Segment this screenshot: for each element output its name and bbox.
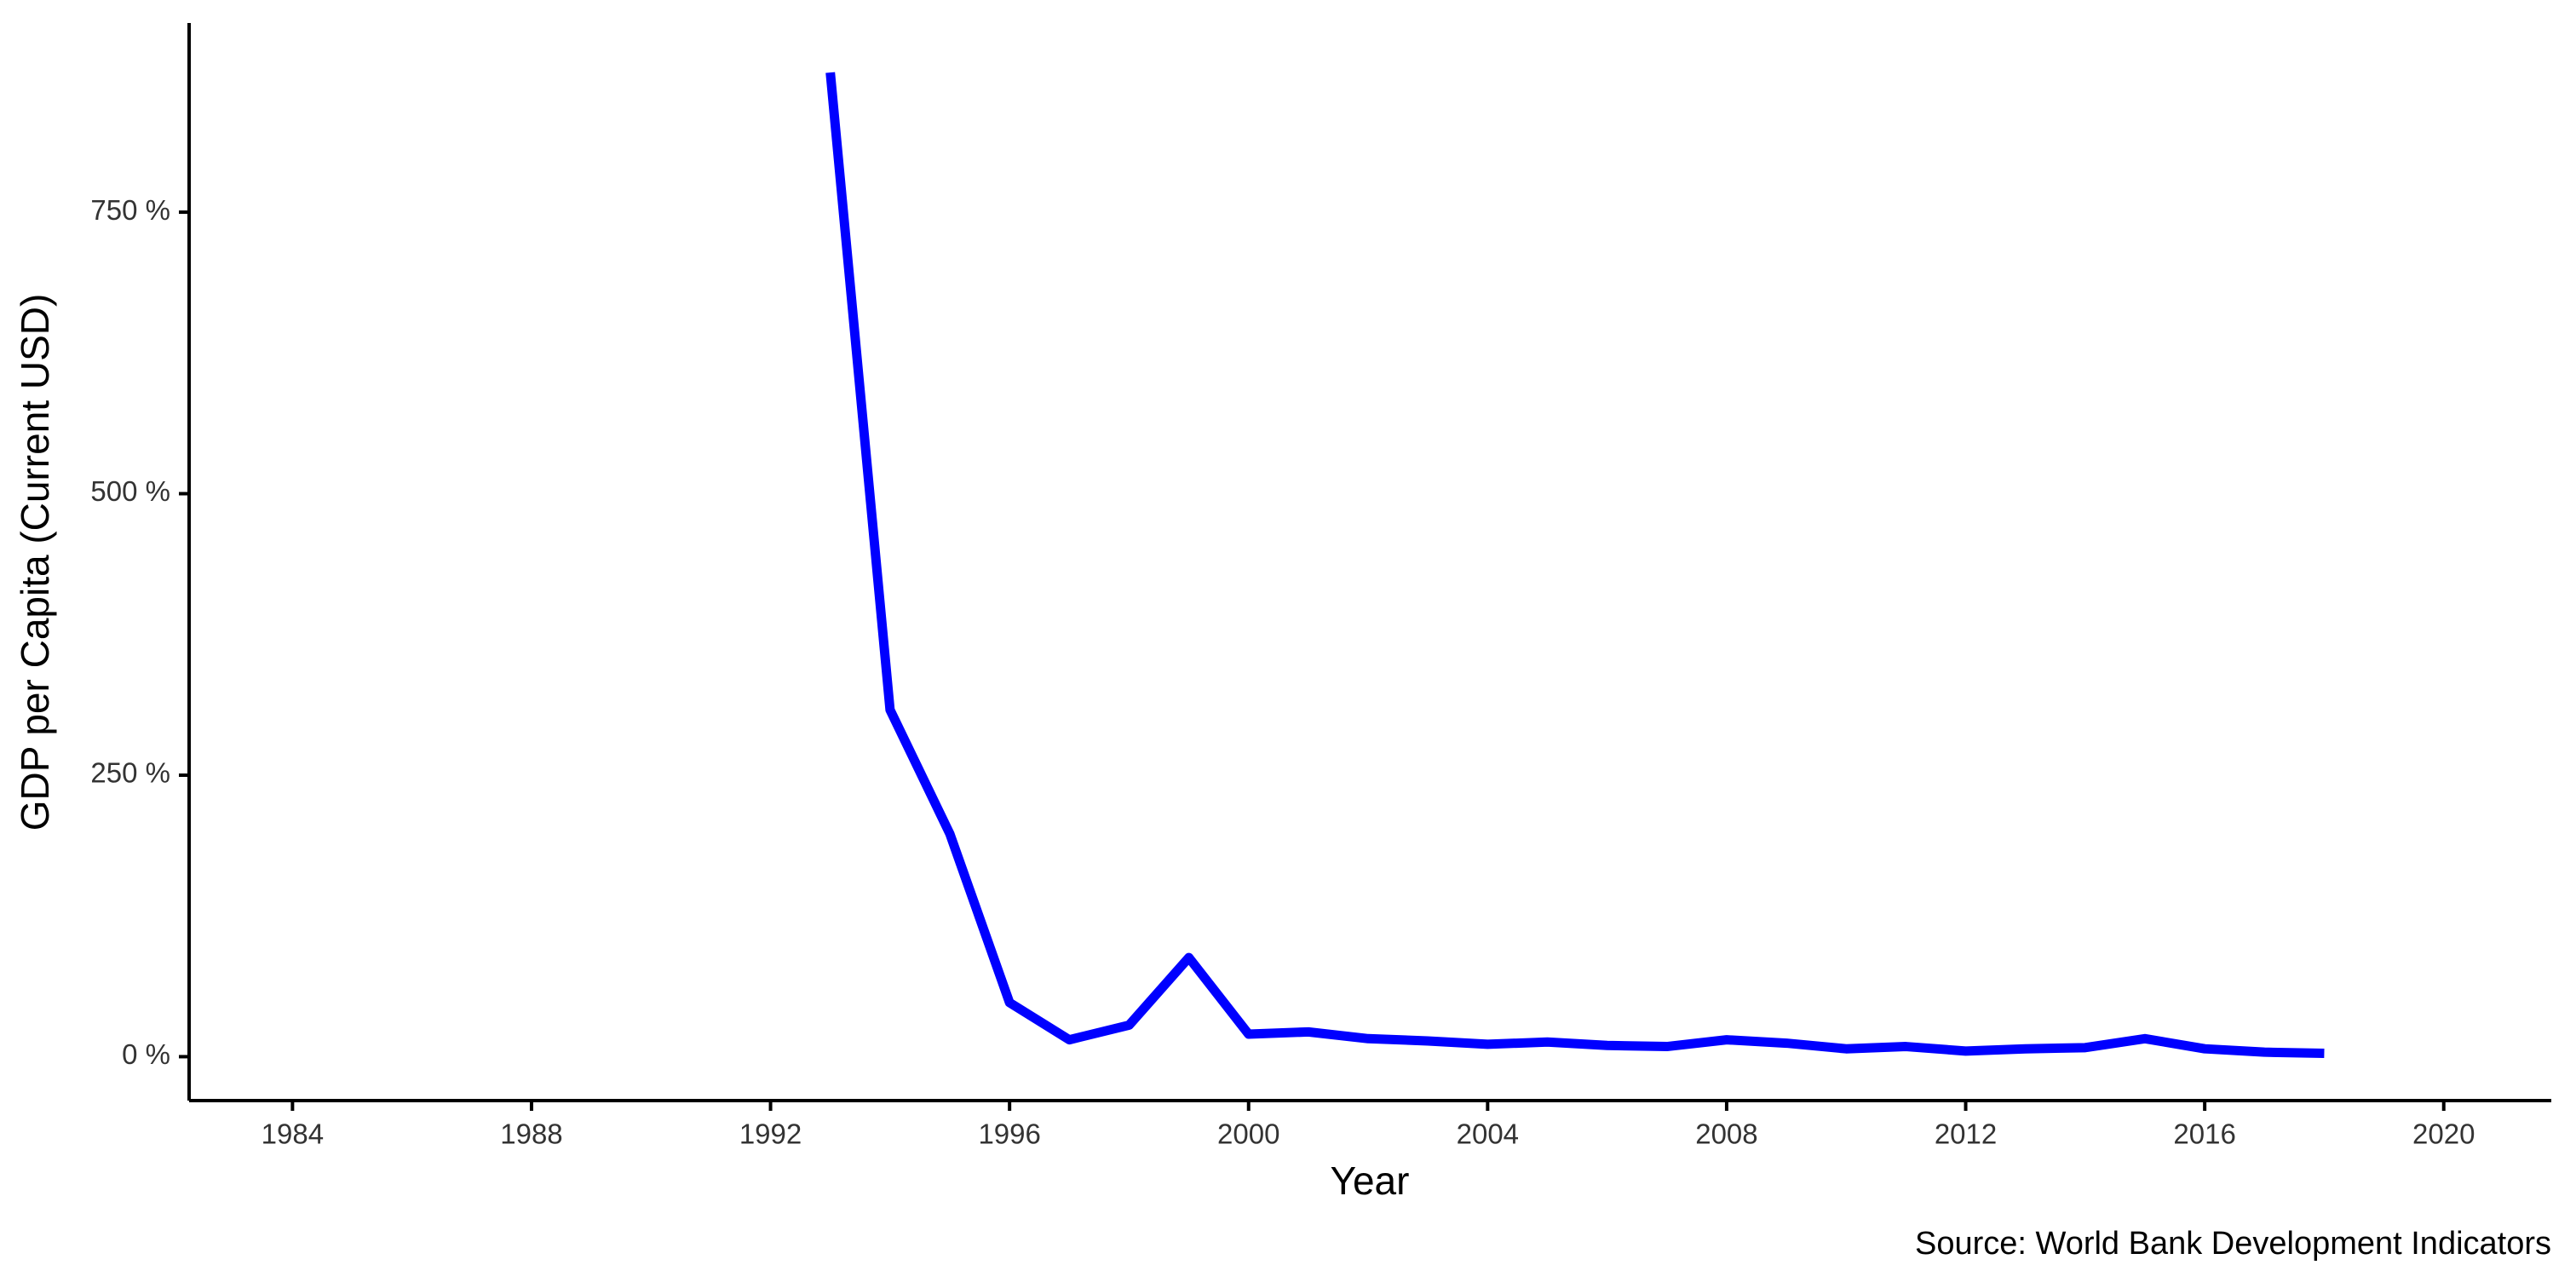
x-tick-label: 2016 [2173, 1118, 2235, 1150]
x-tick-label: 2000 [1217, 1118, 1279, 1150]
y-tick-label: 250 % [90, 757, 170, 789]
x-axis-title: Year [1331, 1159, 1410, 1203]
x-tick-label: 2004 [1457, 1118, 1519, 1150]
y-tick-label: 0 % [122, 1038, 170, 1070]
caption: Source: World Bank Development Indicator… [1915, 1226, 2551, 1262]
x-tick-label: 1984 [262, 1118, 324, 1150]
y-tick-label: 500 % [90, 475, 170, 507]
x-tick-label: 1992 [739, 1118, 802, 1150]
x-tick-label: 2012 [1935, 1118, 1997, 1150]
y-axis-title: GDP per Capita (Current USD) [13, 294, 57, 831]
x-tick-label: 2020 [2412, 1118, 2475, 1150]
data-line [825, 72, 2325, 1058]
x-tick-label: 1996 [978, 1118, 1040, 1150]
x-tick-label: 1988 [500, 1118, 562, 1150]
x-tick-label: 2008 [1695, 1118, 1757, 1150]
y-tick-label: 750 % [90, 194, 170, 226]
